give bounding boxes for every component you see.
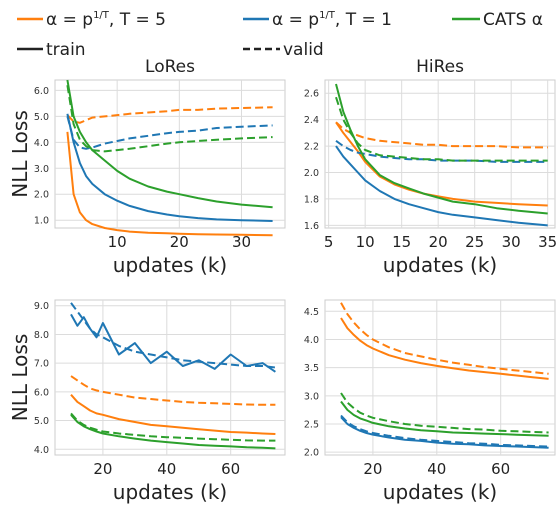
- series-t5-valid-line: [340, 302, 549, 375]
- legend-label-valid: valid: [283, 40, 324, 60]
- x-tick-label: 20: [170, 233, 189, 251]
- x-tick-label: 20: [363, 460, 382, 478]
- x-axis-label: updates (k): [113, 480, 227, 504]
- y-tick-label: 1.8: [304, 194, 319, 205]
- series-cats-valid-line: [340, 392, 549, 434]
- y-tick-label: 2.6: [304, 89, 319, 100]
- panel-title: LoRes: [145, 57, 195, 77]
- legend-label-t5: α = p1/T, T = 5: [46, 10, 166, 30]
- y-tick-label: 4.5: [304, 307, 319, 318]
- x-tick-label: 40: [157, 460, 176, 478]
- legend-entry-train: train: [17, 40, 86, 60]
- x-tick-label: 20: [429, 233, 448, 251]
- y-tick-label: 2.5: [304, 420, 319, 431]
- chart-panels: 1.0 2.0 3.0 4.0 5.0 6.0 10 20 30 LoRes updates (k)…: [8, 57, 557, 504]
- y-tick-label: 4.0: [304, 335, 319, 346]
- panel-lores: 1.0 2.0 3.0 4.0 5.0 6.0 10 20 30 LoRes updates (k)…: [8, 57, 286, 277]
- y-tick-label: 4.0: [34, 445, 49, 456]
- series-cats-valid-line: [70, 412, 276, 442]
- y-tick-label: 5.0: [34, 416, 49, 427]
- series-cats-train-line: [66, 79, 273, 209]
- y-axis-label: NLL Loss: [8, 110, 32, 197]
- series-cats-valid-line: [66, 85, 273, 153]
- legend-label-train: train: [46, 40, 86, 60]
- legend-label-cats: CATS α: [483, 10, 543, 30]
- x-tick-label: 15: [392, 233, 411, 251]
- y-tick-label: 6.0: [34, 86, 49, 97]
- series-cats-train-line: [70, 414, 276, 450]
- panel-hires: 1.6 1.8 2.0 2.2 2.4 2.6 5 10 15 20 25 30 35 HiRes upda…: [304, 57, 557, 277]
- x-tick-label: 25: [465, 233, 484, 251]
- series-t5-train-line: [70, 394, 276, 435]
- panel-bottom-left: 4.0 5.0 6.0 7.0 8.0 9.0 20 40 60 updates (k) NLL L…: [8, 299, 286, 504]
- series-t5-valid-line: [66, 106, 273, 124]
- x-tick-label: 40: [427, 460, 446, 478]
- series-t1-valid-line: [70, 302, 276, 369]
- x-tick-label: 60: [221, 460, 240, 478]
- series-t1-train-line: [66, 113, 273, 222]
- series-t1-valid-line: [66, 116, 273, 150]
- y-tick-label: 2.0: [304, 448, 319, 459]
- y-tick-label: 5.0: [34, 112, 49, 123]
- x-axis-label: updates (k): [383, 253, 497, 277]
- y-tick-label: 3.0: [304, 391, 319, 402]
- y-tick-label: 3.0: [34, 164, 49, 175]
- x-tick-label: 35: [538, 233, 557, 251]
- x-tick-label: 20: [93, 460, 112, 478]
- y-tick-label: 4.0: [34, 138, 49, 149]
- plot-area: [54, 79, 286, 229]
- legend-entry-cats: CATS α: [452, 10, 543, 30]
- x-tick-label: 60: [491, 460, 510, 478]
- x-tick-label: 5: [324, 233, 334, 251]
- legend: α = p1/T, T = 5 α = p1/T, T = 1 CATS α t…: [17, 10, 543, 60]
- plot-area: [54, 299, 286, 456]
- series-t5-valid-line: [335, 121, 548, 149]
- series-t5-train-line: [335, 121, 548, 207]
- y-tick-label: 2.4: [304, 115, 319, 126]
- legend-entry-t1: α = p1/T, T = 1: [243, 10, 392, 30]
- y-tick-label: 8.0: [34, 330, 49, 341]
- y-tick-label: 2.2: [304, 142, 319, 153]
- series-t1-train-line: [335, 145, 548, 227]
- y-tick-label: 3.5: [304, 363, 319, 374]
- y-axis-label: NLL Loss: [8, 334, 32, 421]
- series-t5-train-line: [66, 131, 273, 237]
- series-cats-train-line: [340, 400, 549, 437]
- x-axis-label: updates (k): [383, 480, 497, 504]
- y-tick-label: 6.0: [34, 387, 49, 398]
- series-t1-train-line: [340, 416, 549, 449]
- series-t5-valid-line: [70, 375, 276, 406]
- y-tick-label: 2.0: [304, 168, 319, 179]
- series-t5-train-line: [340, 317, 549, 380]
- y-tick-label: 7.0: [34, 359, 49, 370]
- legend-label-t1: α = p1/T, T = 1: [272, 10, 392, 30]
- y-tick-label: 1.6: [304, 221, 319, 232]
- x-tick-label: 30: [232, 233, 251, 251]
- x-tick-label: 10: [108, 233, 127, 251]
- y-tick-label: 9.0: [34, 301, 49, 312]
- panel-title: HiRes: [416, 57, 464, 77]
- legend-entry-valid: valid: [243, 40, 324, 60]
- y-tick-label: 2.0: [34, 190, 49, 201]
- panel-bottom-right: 2.0 2.5 3.0 3.5 4.0 4.5 20 40 60 updates (k): [304, 299, 556, 504]
- x-tick-label: 10: [356, 233, 375, 251]
- series-t1-valid-line: [340, 414, 549, 448]
- y-tick-label: 1.0: [34, 216, 49, 227]
- x-axis-label: updates (k): [113, 253, 227, 277]
- series-cats-valid-line: [335, 96, 548, 162]
- legend-entry-t5: α = p1/T, T = 5: [17, 10, 166, 30]
- x-tick-label: 30: [502, 233, 521, 251]
